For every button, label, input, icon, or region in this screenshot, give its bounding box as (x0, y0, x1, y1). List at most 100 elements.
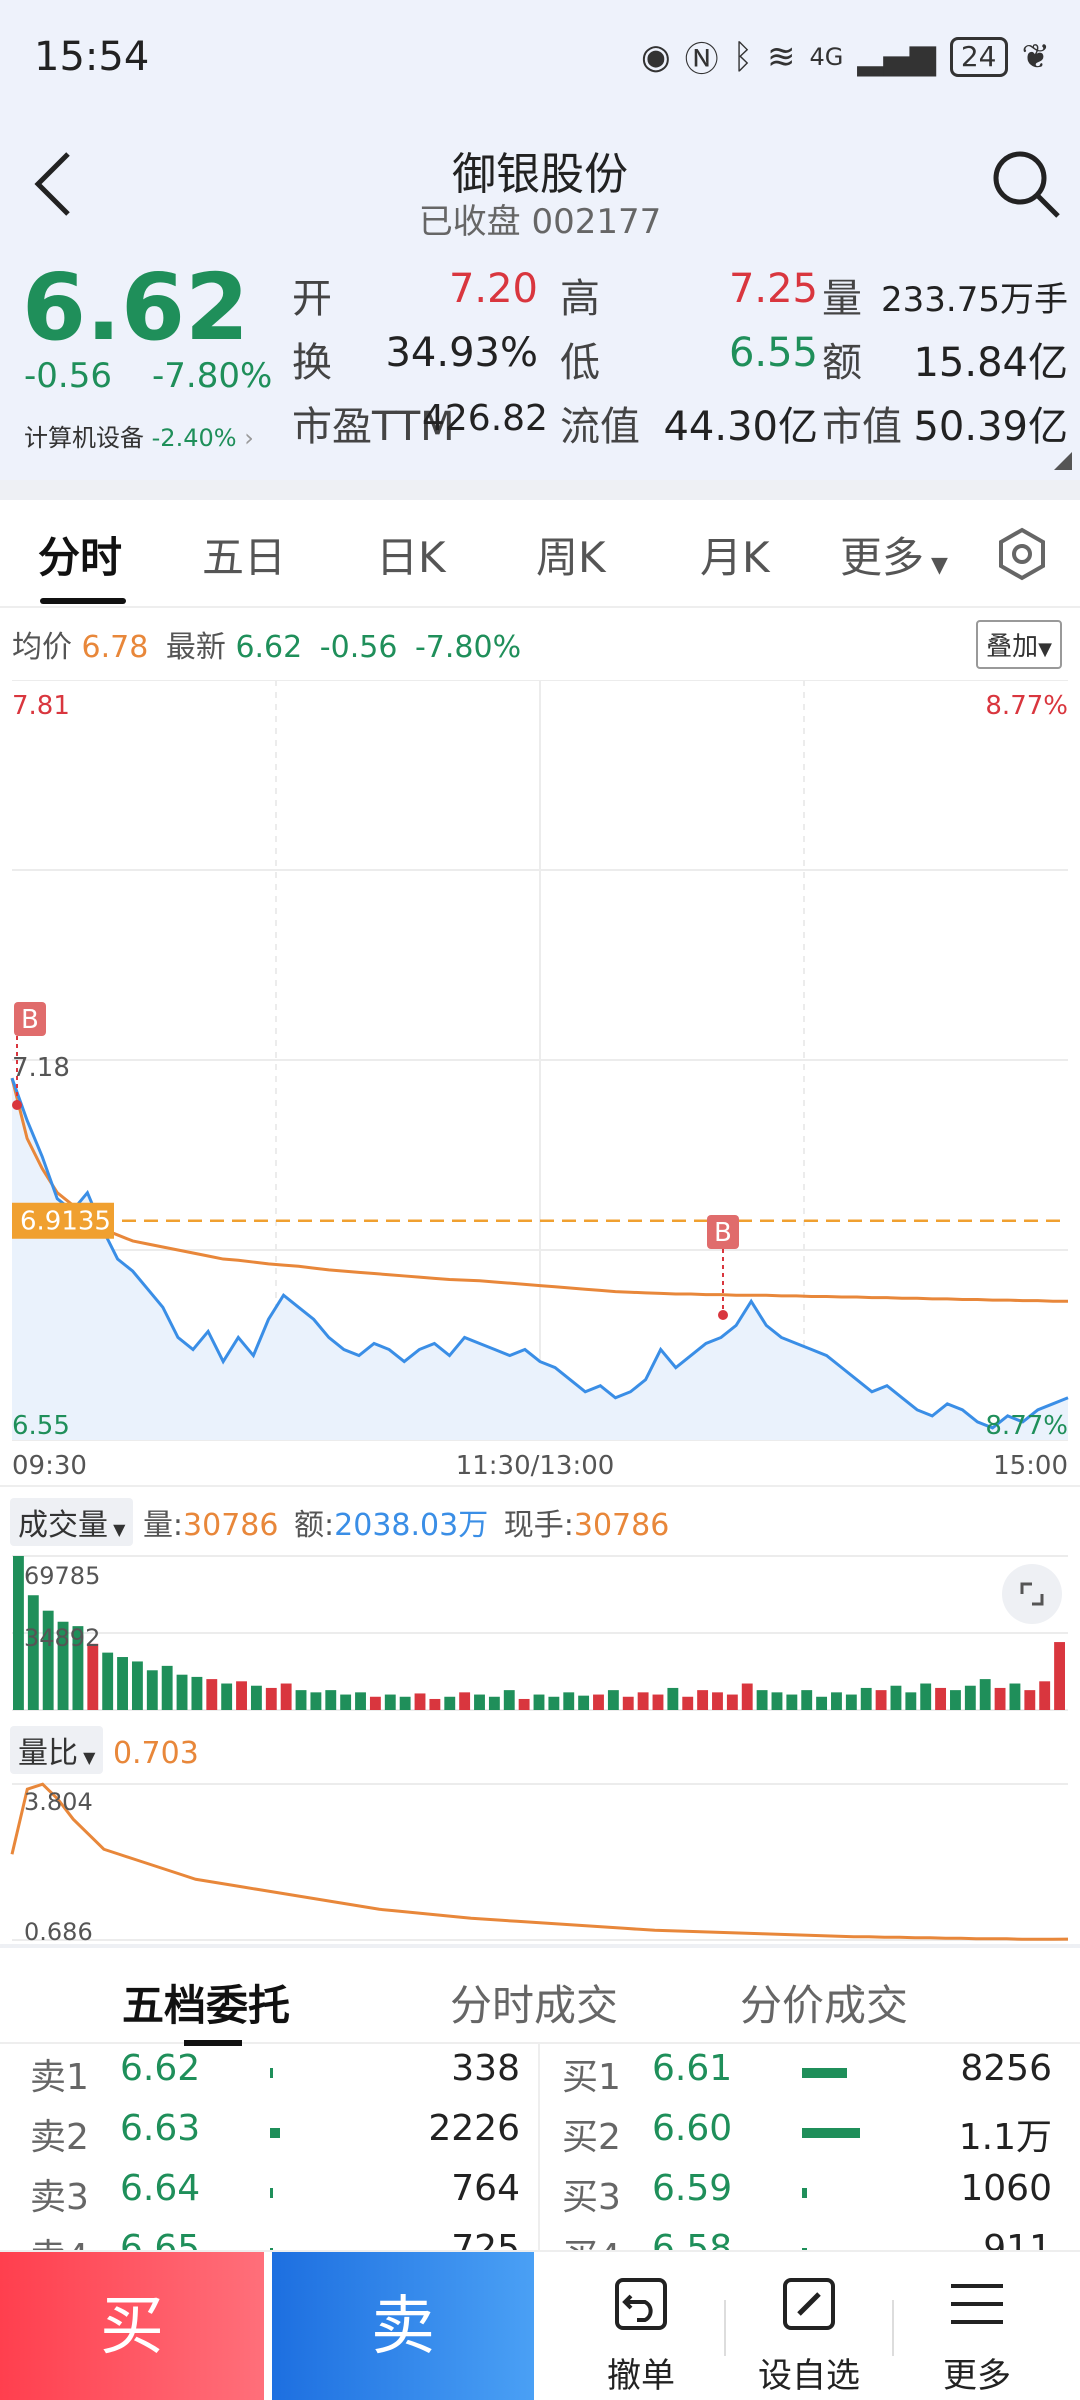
tab-month-k[interactable]: 月K (700, 533, 770, 582)
cancel-order-button[interactable]: 撤单 (556, 2252, 726, 2400)
stock-subtitle: 已收盘 002177 (0, 194, 1080, 243)
chart-tabs: 分时 五日 日K 周K 月K 更多 ▼ (0, 500, 1080, 608)
volume-bars (13, 1556, 1065, 1710)
volume-bar (117, 1657, 128, 1710)
industry-change: -2.40% (151, 424, 237, 452)
industry-link[interactable]: 计算机设备 -2.40% › (24, 418, 254, 453)
tab-day-k[interactable]: 日K (376, 533, 446, 582)
volume-bar (369, 1696, 381, 1710)
buy-marker-dot (12, 1100, 22, 1110)
volume-bar (548, 1696, 560, 1710)
level-volume: 1.1万 (958, 2117, 1052, 2158)
quote-row-2: 换 34.93% 低 6.55 额 15.84亿 (292, 330, 1072, 390)
volume-bar (459, 1692, 471, 1710)
bluetooth-icon: ᛒ (732, 36, 754, 77)
volume-bar (1024, 1690, 1036, 1710)
eye-icon: ◉ (640, 36, 671, 77)
volume-selector[interactable]: 成交量 ▼ (10, 1498, 134, 1546)
tab-price-trades[interactable]: 分价成交 (740, 1981, 909, 2030)
buy-marker-box (707, 1215, 739, 1249)
settings-icon[interactable] (994, 526, 1050, 582)
quote-row-3: 市盈TTM 426.82 流值 44.30亿 市值 50.39亿 (292, 394, 1072, 454)
bid-row[interactable]: 买2 6.60 1.1万 (532, 2108, 1052, 2168)
tab-underline (40, 598, 126, 604)
volume-bar (265, 1687, 277, 1710)
bid-row[interactable]: 买3 6.59 1060 (532, 2168, 1052, 2228)
level-price: 6.61 (652, 2048, 733, 2089)
caret-down-icon: ▼ (108, 1520, 126, 1539)
avg-value: 6.78 (81, 630, 149, 665)
level-volume: 764 (451, 2168, 520, 2209)
depth-bar (270, 2128, 280, 2138)
volume-bar (816, 1696, 828, 1710)
quote-row-1: 开 7.20 高 7.25 量 233.75万手 (292, 266, 1072, 326)
overlay-button[interactable]: 叠加▼ (976, 620, 1062, 669)
ask-row[interactable]: 卖2 6.63 2226 (0, 2108, 520, 2168)
industry-name: 计算机设备 (24, 424, 144, 452)
add-watchlist-button[interactable]: 设自选 (724, 2252, 894, 2400)
ask-row[interactable]: 卖3 6.64 764 (0, 2168, 520, 2228)
bottom-action-bar: 买 卖 撤单 设自选 更多 (0, 2250, 1080, 2400)
volume-bar (622, 1696, 634, 1710)
expand-corner-icon[interactable] (1054, 452, 1072, 470)
back-icon[interactable] (20, 144, 90, 224)
volume-bar (979, 1679, 991, 1710)
volume-bar (57, 1621, 69, 1710)
bid-row[interactable]: 买1 6.61 8256 (532, 2048, 1052, 2108)
volume-bar (236, 1681, 247, 1710)
depth-bar (270, 2248, 273, 2250)
orderbook-tab-underline (184, 2040, 242, 2046)
divider (892, 2300, 894, 2356)
ask-row[interactable]: 卖1 6.62 338 (0, 2048, 520, 2108)
volume-bar (488, 1696, 500, 1710)
low-label: 低 (560, 340, 600, 386)
tab-intraday[interactable]: 分时 (38, 533, 123, 582)
tab-tick-trades[interactable]: 分时成交 (450, 1981, 619, 2030)
volume-mid-label: 34892 (24, 1624, 100, 1652)
level-volume: 725 (451, 2228, 520, 2250)
intraday-chart[interactable]: 6.9135 B B 7.81 8.77% 7.18 6.55 8.77% 09… (0, 680, 1080, 1950)
volume-header: 成交量 ▼ 量:30786 额:2038.03万 现手:30786 (10, 1498, 669, 1546)
depth-bar (802, 2248, 807, 2250)
search-icon[interactable] (986, 144, 1066, 224)
mkt-cap-label: 市值 (822, 404, 902, 450)
status-time: 15:54 (34, 34, 150, 80)
level-label: 卖1 (30, 2057, 89, 2098)
quote-summary: 6.62 -0.56 -7.80% 计算机设备 -2.40% › 开 7.20 … (0, 250, 1080, 480)
volume-bar (191, 1676, 203, 1710)
sell-button[interactable]: 卖 (272, 2252, 534, 2400)
volume-bar (801, 1690, 813, 1710)
volume-bar (935, 1687, 947, 1710)
level-label: 买1 (562, 2057, 621, 2098)
amount-label: 额 (822, 340, 862, 386)
volume-bar (399, 1696, 411, 1710)
overlay-label: 叠加 (986, 632, 1039, 662)
ask-row[interactable]: 卖4 6.65 725 (0, 2228, 520, 2250)
volume-value: 233.75万手 (881, 280, 1068, 320)
time-end: 15:00 (993, 1451, 1068, 1481)
volume-selector-label: 成交量 (18, 1508, 108, 1543)
level-price: 6.64 (120, 2168, 201, 2209)
tab-five-day[interactable]: 五日 (202, 533, 287, 582)
tab-more[interactable]: 更多 ▼ (840, 524, 948, 585)
volume-bar (682, 1696, 694, 1710)
buy-marker-2[interactable]: B (707, 1215, 739, 1320)
tab-week-k[interactable]: 周K (536, 533, 606, 582)
time-start: 09:30 (12, 1451, 87, 1481)
pe-value: 426.82 (422, 398, 548, 439)
volume-bar (1054, 1642, 1065, 1710)
volume-bar (221, 1683, 233, 1710)
volume-bar (429, 1698, 441, 1710)
tab-order-book[interactable]: 五档委托 (122, 1981, 291, 2030)
more-button[interactable]: 更多 (892, 2252, 1062, 2400)
bid-row[interactable]: 买4 6.58 911 (532, 2228, 1052, 2250)
expand-icon[interactable] (1002, 1564, 1062, 1624)
volume-bar (131, 1661, 143, 1710)
volume-bar (712, 1692, 723, 1710)
ratio-selector[interactable]: 量比 ▼ (10, 1726, 104, 1774)
level-label: 买2 (562, 2117, 621, 2158)
latest-pct: -7.80% (414, 630, 522, 665)
price-line (10, 1077, 1069, 1430)
buy-marker-1[interactable]: B (12, 1002, 46, 1110)
buy-button[interactable]: 买 (0, 2252, 264, 2400)
